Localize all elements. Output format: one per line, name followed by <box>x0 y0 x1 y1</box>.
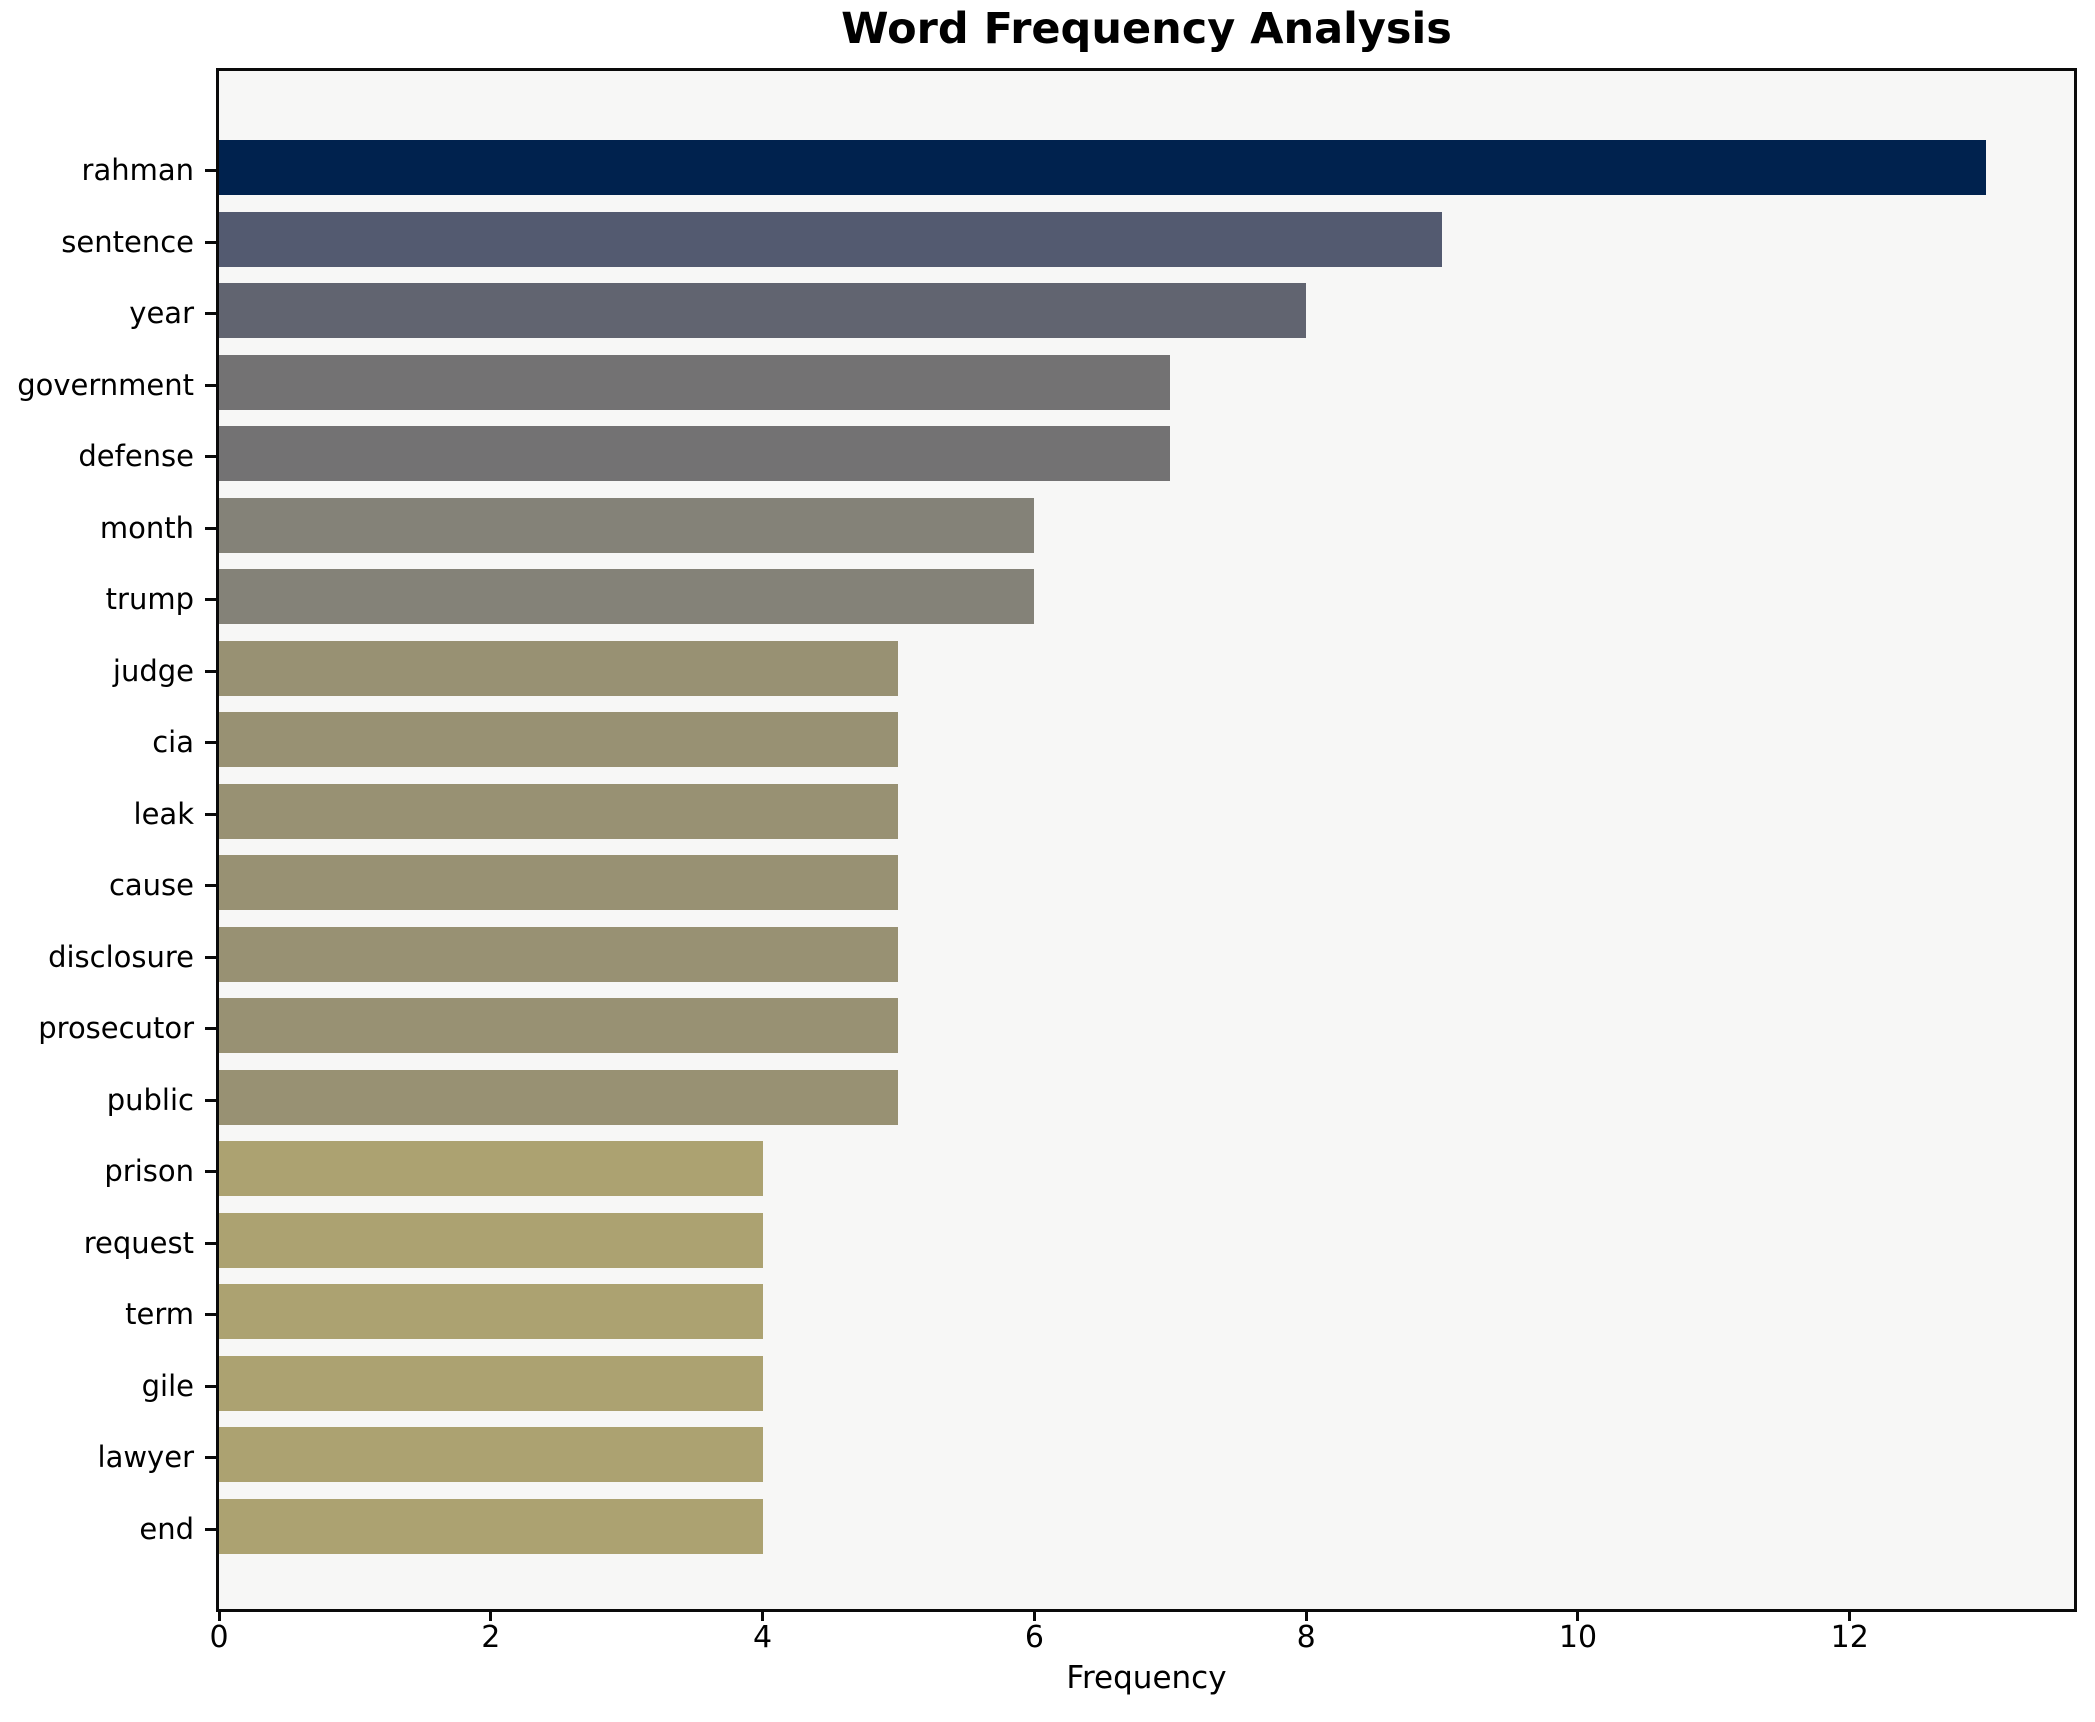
bar-year <box>219 283 1307 338</box>
y-tick-government <box>205 383 216 387</box>
bar-disclosure <box>219 926 899 982</box>
bar-cause <box>219 855 899 910</box>
y-tick-disclosure <box>205 955 216 959</box>
y-tick-judge <box>205 669 216 673</box>
y-tick-trump <box>205 598 216 601</box>
bar-government <box>219 354 1171 410</box>
x-tick-label-12: 12 <box>1830 1620 1869 1655</box>
y-tick-public <box>205 1098 216 1102</box>
y-label-gile: gile <box>141 1368 194 1403</box>
bar-term <box>219 1284 763 1339</box>
y-label-public: public <box>106 1082 194 1117</box>
bar-prison <box>219 1141 763 1196</box>
bar-sentence <box>219 211 1443 267</box>
y-tick-end <box>205 1527 216 1531</box>
bar-request <box>219 1212 763 1268</box>
bar-prosecutor <box>219 998 899 1053</box>
bar-trump <box>219 569 1035 624</box>
x-axis-label: Frequency <box>1066 1660 1227 1696</box>
y-label-term: term <box>125 1297 194 1331</box>
y-label-disclosure: disclosure <box>48 939 194 974</box>
bar-month <box>219 497 1035 553</box>
bar-cia <box>219 712 899 767</box>
y-label-leak: leak <box>133 796 194 831</box>
y-label-rahman: rahman <box>81 153 194 187</box>
y-tick-sentence <box>205 240 216 244</box>
y-tick-prosecutor <box>205 1027 216 1030</box>
bar-lawyer <box>219 1427 763 1482</box>
x-tick-mark-4 <box>761 1612 765 1621</box>
x-tick-mark-8 <box>1304 1612 1308 1621</box>
y-tick-request <box>205 1241 216 1245</box>
y-tick-leak <box>205 812 216 816</box>
y-label-year: year <box>129 296 194 330</box>
y-tick-year <box>205 312 216 315</box>
y-tick-lawyer <box>205 1456 216 1459</box>
y-tick-cause <box>205 884 216 887</box>
y-label-month: month <box>99 510 194 545</box>
x-tick-label-2: 2 <box>481 1620 501 1655</box>
y-label-cia: cia <box>152 725 194 759</box>
bar-public <box>219 1069 899 1125</box>
bars-layer <box>219 71 2074 1609</box>
bar-rahman <box>219 140 1986 195</box>
x-tick-label-8: 8 <box>1296 1620 1316 1655</box>
y-tick-cia <box>205 741 216 744</box>
bar-end <box>219 1498 763 1554</box>
x-tick-mark-6 <box>1032 1612 1036 1621</box>
chart-title: Word Frequency Analysis <box>841 4 1452 54</box>
y-tick-defense <box>205 455 216 458</box>
bar-leak <box>219 783 899 839</box>
bar-judge <box>219 640 899 696</box>
plot-area <box>216 68 2077 1612</box>
y-tick-term <box>205 1313 216 1316</box>
x-tick-mark-10 <box>1576 1612 1580 1621</box>
x-tick-mark-2 <box>489 1612 493 1621</box>
y-label-prison: prison <box>104 1154 194 1188</box>
y-tick-month <box>205 526 216 530</box>
y-label-lawyer: lawyer <box>97 1440 194 1474</box>
y-axis-labels: rahman sentence year government defense month… <box>0 71 194 1609</box>
y-label-end: end <box>139 1511 194 1546</box>
y-label-sentence: sentence <box>61 224 194 259</box>
y-label-defense: defense <box>78 439 194 473</box>
y-axis-ticks <box>0 71 216 1609</box>
x-tick-label-6: 6 <box>1024 1620 1044 1655</box>
y-label-request: request <box>83 1225 194 1260</box>
x-tick-label-4: 4 <box>753 1620 773 1655</box>
bar-defense <box>219 426 1171 481</box>
x-tick-label-10: 10 <box>1558 1620 1598 1655</box>
y-label-judge: judge <box>112 653 194 688</box>
y-tick-rahman <box>205 169 216 172</box>
x-tick-mark-12 <box>1848 1612 1852 1621</box>
x-tick-label-0: 0 <box>209 1620 229 1655</box>
y-tick-gile <box>205 1384 216 1388</box>
y-label-prosecutor: prosecutor <box>38 1011 194 1045</box>
y-tick-prison <box>205 1170 216 1173</box>
x-tick-mark-0 <box>217 1612 221 1621</box>
y-label-government: government <box>17 367 194 402</box>
bar-gile <box>219 1355 763 1411</box>
y-label-trump: trump <box>105 582 194 616</box>
y-label-cause: cause <box>108 868 194 902</box>
